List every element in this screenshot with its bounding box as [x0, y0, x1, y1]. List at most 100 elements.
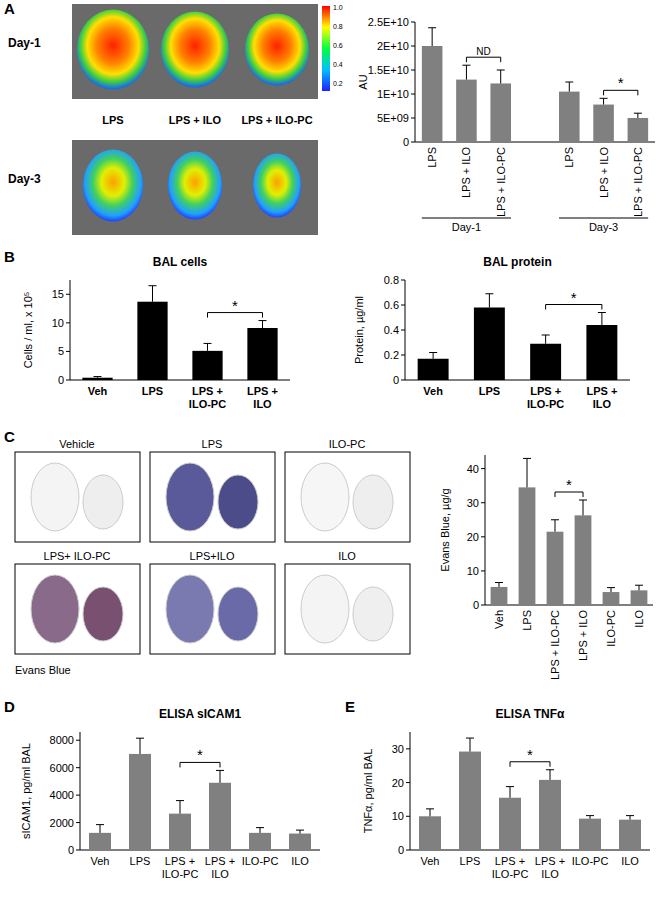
- x-tick-label: ILO: [291, 855, 309, 867]
- bar: [628, 118, 649, 142]
- colorbar-label: 1.0: [333, 4, 343, 11]
- error-bar: [510, 787, 511, 798]
- error-cap: [136, 738, 144, 739]
- error-bar: [433, 353, 434, 359]
- label-line: Veh: [91, 855, 110, 867]
- error-bar: [630, 816, 631, 820]
- label-line: LPS +: [586, 385, 617, 397]
- error-cap: [466, 738, 474, 739]
- bar: [530, 344, 561, 380]
- panel-label: B: [4, 248, 15, 265]
- y-tick-label: 20: [392, 777, 404, 789]
- label-line: LPS +: [165, 855, 195, 867]
- y-tick: [401, 330, 405, 331]
- x-tick-label: LPS: [426, 147, 438, 168]
- imaging-label: LPS: [102, 114, 123, 126]
- error-cap: [579, 500, 587, 501]
- y-tick-label: 0: [473, 599, 479, 611]
- error-cap: [586, 815, 594, 816]
- x-tick-label: LPS +ILO-PC: [527, 385, 564, 410]
- bar: [169, 814, 191, 850]
- y-tick-label: 6000: [50, 762, 74, 774]
- y-tick: [406, 850, 410, 851]
- chart: 010203040Evans Blue, µg/gVehLPSLPS + ILO…: [439, 455, 653, 680]
- group-label: Day-1: [452, 221, 481, 233]
- annotation: ND: [476, 46, 490, 57]
- bar: [586, 325, 617, 380]
- y-tick: [481, 570, 485, 571]
- lung: [166, 575, 214, 643]
- lung: [301, 463, 349, 531]
- annotation: *: [197, 746, 203, 763]
- label-line: ILO: [541, 868, 559, 880]
- bar: [490, 83, 511, 142]
- y-axis-label: AU: [357, 74, 369, 89]
- y-tick: [411, 70, 415, 71]
- bar: [575, 515, 592, 605]
- imaging-bg: [72, 4, 318, 99]
- error-bar: [545, 335, 546, 344]
- error-bar: [489, 294, 490, 308]
- lung: [301, 575, 349, 643]
- lung-frame: [285, 564, 410, 654]
- bar: [603, 592, 620, 605]
- x-axis: [80, 850, 320, 851]
- error-bar: [639, 585, 640, 590]
- y-tick: [481, 605, 485, 606]
- y-axis-label: TNFα, pg/ml BAL: [362, 749, 374, 834]
- error-cap: [523, 458, 531, 459]
- error-cap: [216, 770, 224, 771]
- imaging-signal: [77, 10, 149, 90]
- error-cap: [551, 519, 559, 520]
- bar: [559, 92, 580, 142]
- chart: 05E+091E+101.5E+102E+102.5E+10AULPSLPS +…: [357, 16, 655, 233]
- y-tick: [401, 305, 405, 306]
- x-tick-label: Veh: [423, 385, 443, 397]
- y-tick: [406, 782, 410, 783]
- y-tick: [76, 740, 80, 741]
- error-bar: [180, 801, 181, 814]
- x-tick-label: LPS +ILO: [535, 855, 565, 880]
- lung-label: LPS+ ILO-PC: [44, 550, 111, 562]
- error-cap: [426, 808, 434, 809]
- label-line: ILO-PC: [162, 868, 199, 880]
- error-bar: [583, 500, 584, 515]
- error-bar: [466, 65, 467, 79]
- chart: ELISA sICAM102000400060008000sICAM1, pg/…: [20, 707, 320, 880]
- y-tick-label: 2.5E+10: [368, 16, 409, 28]
- lung: [218, 475, 258, 529]
- imaging-label: LPS + ILO-PC: [241, 114, 312, 126]
- error-bar: [260, 828, 261, 833]
- label-line: LPS +: [192, 385, 223, 397]
- y-tick-label: 0: [393, 374, 399, 386]
- y-axis: [485, 455, 486, 605]
- chart-title: BAL cells: [153, 255, 208, 269]
- lung: [353, 587, 393, 641]
- x-tick-label: LPS + ILO: [577, 610, 589, 662]
- error-cap: [485, 293, 493, 294]
- x-tick-label: LPS + ILO: [598, 147, 610, 199]
- error-cap: [96, 824, 104, 825]
- error-cap: [428, 27, 436, 28]
- y-tick-label: 5: [58, 345, 64, 357]
- y-tick-label: 10: [392, 810, 404, 822]
- colorbar-label: 0.8: [333, 23, 343, 30]
- imaging-signal: [83, 150, 143, 222]
- error-cap: [600, 98, 608, 99]
- bar: [137, 302, 167, 380]
- error-bar: [601, 313, 602, 326]
- x-tick-label: LPS +ILO: [586, 385, 617, 410]
- error-cap: [204, 343, 212, 344]
- error-cap: [462, 65, 470, 66]
- panel-label: C: [4, 428, 15, 445]
- label-line: ILO-PC: [572, 855, 609, 867]
- annotation: *: [618, 74, 624, 91]
- error-cap: [634, 113, 642, 114]
- bar: [289, 834, 311, 850]
- annotation: *: [232, 297, 238, 314]
- y-tick-label: 0: [58, 374, 64, 386]
- x-tick-label: LPS: [479, 385, 500, 397]
- y-tick: [401, 380, 405, 381]
- label-line: Veh: [423, 385, 443, 397]
- bar: [129, 754, 151, 850]
